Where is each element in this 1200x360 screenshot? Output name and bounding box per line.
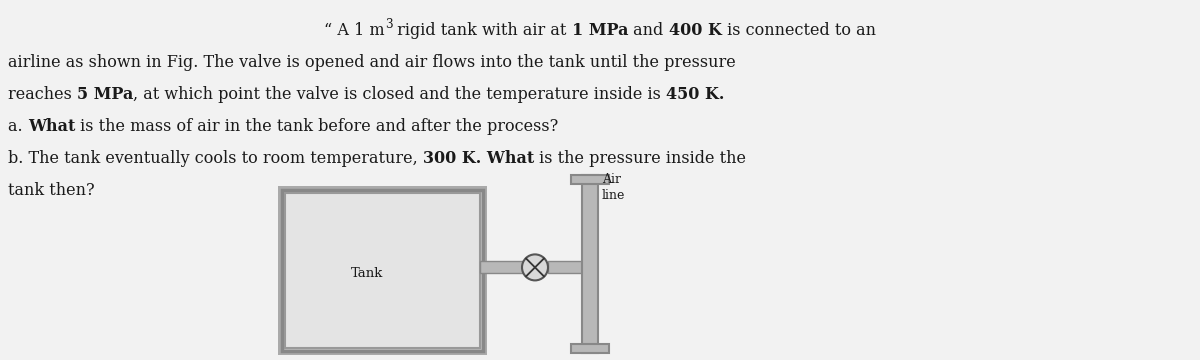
Text: 450 K.: 450 K. bbox=[666, 86, 725, 103]
Bar bbox=[278, 186, 487, 355]
Bar bbox=[480, 261, 535, 273]
Text: 3: 3 bbox=[385, 18, 392, 31]
Text: is the mass of air in the tank before and after the process?: is the mass of air in the tank before an… bbox=[76, 118, 558, 135]
Text: airline as shown in Fig. The valve is opened and air flows into the tank until t: airline as shown in Fig. The valve is op… bbox=[8, 54, 736, 71]
Text: is the pressure inside the: is the pressure inside the bbox=[534, 150, 746, 167]
Bar bbox=[286, 193, 480, 348]
Text: “ A 1 m: “ A 1 m bbox=[324, 22, 385, 39]
Bar bbox=[571, 175, 610, 184]
Bar bbox=[582, 175, 598, 353]
Text: Air: Air bbox=[602, 173, 622, 186]
Text: rigid tank with air at: rigid tank with air at bbox=[392, 22, 572, 39]
Bar bbox=[571, 344, 610, 353]
Text: b. The tank eventually cools to room temperature,: b. The tank eventually cools to room tem… bbox=[8, 150, 422, 167]
Text: tank then?: tank then? bbox=[8, 182, 95, 199]
Text: What: What bbox=[28, 118, 76, 135]
Text: and: and bbox=[629, 22, 668, 39]
Text: , at which point the valve is closed and the temperature inside is: , at which point the valve is closed and… bbox=[133, 86, 666, 103]
Text: line: line bbox=[602, 189, 625, 202]
Text: Tank: Tank bbox=[350, 267, 383, 280]
Bar bbox=[282, 190, 482, 351]
Text: is connected to an: is connected to an bbox=[721, 22, 876, 39]
Text: reaches: reaches bbox=[8, 86, 77, 103]
Text: 300 K. What: 300 K. What bbox=[422, 150, 534, 167]
Text: 400 K: 400 K bbox=[668, 22, 721, 39]
Text: a.: a. bbox=[8, 118, 28, 135]
Bar bbox=[548, 261, 584, 273]
Circle shape bbox=[522, 255, 548, 280]
Text: 1 MPa: 1 MPa bbox=[572, 22, 629, 39]
Text: 5 MPa: 5 MPa bbox=[77, 86, 133, 103]
